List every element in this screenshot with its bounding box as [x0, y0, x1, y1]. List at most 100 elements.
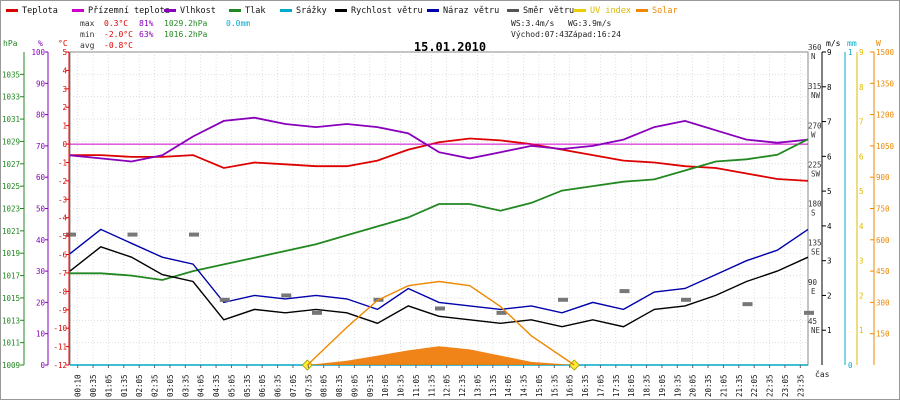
temperature-tick-label: 2: [62, 103, 67, 112]
legend-swatch: [427, 9, 439, 12]
wind-direction-tick-degrees: 90: [808, 278, 818, 287]
rain-axis-unit: mm: [847, 39, 857, 48]
humidity-tick-label: 70: [36, 142, 46, 151]
series-wind-direction-mark: [281, 293, 292, 298]
temperature-tick-label: -9: [58, 306, 67, 315]
temperature-tick-label: -10: [53, 324, 67, 333]
x-tick-label: 10:35: [397, 374, 406, 397]
pressure-tick-label: 1015: [2, 294, 20, 303]
chart-title: 15.01.2010: [414, 40, 486, 54]
x-tick-label: 15:35: [550, 374, 559, 397]
temperature-tick-label: -1: [58, 158, 67, 167]
pressure-tick-label: 1013: [2, 316, 20, 325]
legend-swatch: [229, 9, 241, 12]
legend-label: Vlhkost: [180, 6, 216, 16]
x-tick-label: 17:05: [596, 374, 605, 397]
legend-swatch: [335, 9, 347, 12]
wind-speed-summary: WS:3.4m/s: [511, 19, 555, 28]
x-tick-label: 11:05: [412, 374, 421, 397]
x-tick-label: 22:35: [766, 374, 775, 397]
solar-axis-unit: W: [876, 39, 881, 48]
x-tick-label: 03:35: [181, 374, 190, 397]
x-tick-label: 21:35: [735, 374, 744, 397]
temperature-tick-label: -6: [58, 251, 68, 260]
x-tick-label: 20:35: [704, 374, 713, 397]
series-wind-direction-mark: [619, 289, 630, 294]
pressure-tick-label: 1011: [2, 339, 20, 348]
wind-direction-tick-degrees: 180: [808, 200, 822, 209]
legend-swatch: [636, 9, 648, 12]
solar-tick-label: 1500: [876, 48, 895, 57]
uv-tick-label: 8: [859, 83, 864, 92]
rain-tick-label: 1: [848, 48, 853, 57]
wind-speed-tick-label: 5: [827, 187, 832, 196]
x-tick-label: 15:05: [535, 374, 544, 397]
pressure-tick-label: 1029: [2, 137, 20, 146]
x-tick-label: 08:35: [335, 374, 344, 397]
x-tick-label: 00:35: [89, 374, 98, 397]
pressure-tick-label: 1019: [2, 249, 20, 258]
x-tick-label: 21:05: [719, 374, 728, 397]
series-wind-direction-mark: [127, 232, 138, 237]
legend-label: Srážky: [296, 6, 327, 16]
series-rychlost-v-tru-line: [69, 246, 809, 328]
avg-temp: -0.8°C: [104, 41, 133, 50]
x-tick-label: 19:05: [658, 374, 667, 397]
legend-label: Teplota: [22, 6, 58, 16]
x-tick-label: 12:05: [443, 374, 452, 397]
temperature-tick-label: 4: [62, 66, 67, 75]
humidity-tick-label: 50: [36, 205, 46, 214]
temperature-tick-label: 1: [62, 122, 67, 131]
uv-tick-label: 6: [859, 152, 864, 161]
x-tick-label: 07:35: [304, 374, 313, 397]
solar-tick-label: 1200: [876, 111, 895, 120]
min-humidity: 63%: [139, 30, 154, 39]
solar-tick-label: 450: [876, 267, 890, 276]
legend-swatch: [507, 9, 519, 12]
pressure-tick-label: 1031: [2, 115, 20, 124]
x-tick-label: 16:35: [581, 374, 590, 397]
min-temp: -2.0°C: [104, 30, 133, 39]
legend-swatch: [6, 9, 18, 12]
x-axis-label: čas: [815, 369, 830, 379]
uv-tick-label: 3: [859, 257, 864, 266]
max-humidity: 81%: [139, 19, 154, 28]
pressure-tick-label: 1021: [2, 227, 20, 236]
uv-tick-label: 7: [859, 118, 864, 127]
pressure-axis-unit: hPa: [3, 39, 18, 48]
solar-tick-label: 150: [876, 330, 890, 339]
legend-label: Přízemní teplota: [88, 6, 170, 16]
x-tick-label: 20:05: [689, 374, 698, 397]
series-wind-direction-mark: [66, 232, 76, 237]
solar-tick-label: 300: [876, 298, 890, 307]
x-tick-label: 05:05: [227, 374, 236, 397]
solar-tick-label: 900: [876, 173, 890, 182]
legend-label: Rychlost větru: [351, 6, 423, 16]
temperature-tick-label: 3: [62, 85, 67, 94]
wind-direction-tick-cardinal: NW: [811, 91, 821, 100]
wind-direction-tick-cardinal: E: [811, 287, 816, 296]
legend-swatch: [164, 9, 176, 12]
sunset: Západ:16:24: [568, 30, 621, 39]
series-teplota-line: [70, 137, 809, 182]
legend-label: Solar: [652, 6, 678, 16]
series-solar-area: [307, 346, 575, 365]
pressure-tick-label: 1035: [2, 70, 20, 79]
pressure-tick-label: 1027: [2, 160, 20, 169]
humidity-tick-label: 30: [36, 267, 46, 276]
wind-gust-summary: WG:3.9m/s: [568, 19, 612, 28]
x-tick-label: 12:35: [458, 374, 467, 397]
uv-tick-label: 1: [859, 326, 864, 335]
wind-direction-tick-cardinal: W: [811, 130, 816, 139]
pressure-tick-label: 1017: [2, 272, 20, 281]
series-wind-direction-mark: [189, 232, 199, 237]
wind-direction-tick-cardinal: SE: [811, 248, 821, 257]
uv-tick-label: 4: [859, 222, 864, 231]
avg-label: avg: [80, 41, 95, 50]
x-tick-label: 22:05: [750, 374, 759, 397]
series-vlhkost-line: [69, 116, 809, 163]
x-tick-label: 23:05: [781, 374, 790, 397]
